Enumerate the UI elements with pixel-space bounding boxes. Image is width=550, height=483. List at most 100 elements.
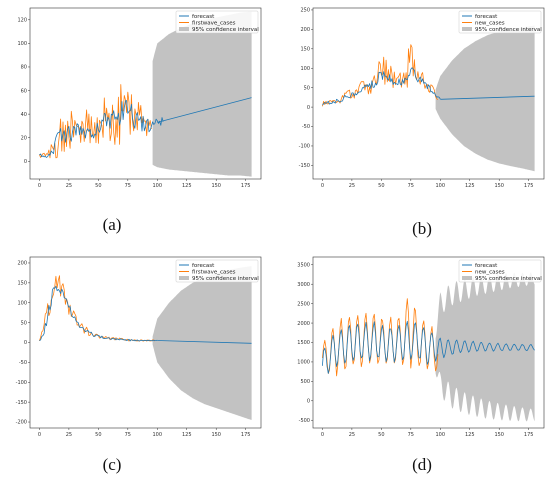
x-tick-label: 50 <box>95 432 101 438</box>
panel-caption: (b) <box>412 219 432 238</box>
legend-box <box>175 259 259 283</box>
plot-area <box>39 266 252 420</box>
x-tick-label: 175 <box>241 183 251 189</box>
x-tick-label: 50 <box>378 183 384 189</box>
y-tick-label: 80 <box>21 65 27 71</box>
series-line-new-cases <box>322 44 439 107</box>
panel-caption: (d) <box>412 455 432 474</box>
y-tick-label: -100 <box>299 144 310 150</box>
plot-area <box>39 11 252 177</box>
y-tick-label: 60 <box>21 88 27 94</box>
legend-box <box>458 10 542 34</box>
legend-swatch <box>462 276 472 280</box>
axes-frame <box>312 7 545 180</box>
x-tick-label: 50 <box>95 183 101 189</box>
y-tick-label: 150 <box>17 281 27 287</box>
y-tick-label: 120 <box>17 17 27 23</box>
x-tick-label: 75 <box>125 183 131 189</box>
y-tick-label: -100 <box>16 380 27 386</box>
x-tick-label: 150 <box>211 183 221 189</box>
legend-label: forecast <box>192 14 215 20</box>
plot-area <box>322 25 535 172</box>
y-tick-label: 0 <box>24 340 27 346</box>
x-tick-label: 125 <box>465 183 475 189</box>
legend-label: forecast <box>475 14 498 20</box>
series-line-forecast <box>322 67 441 106</box>
confidence-interval-band <box>435 25 535 172</box>
y-tick-label: 3500 <box>297 262 310 268</box>
x-tick-label: 0 <box>38 183 41 189</box>
plot-area <box>322 272 535 422</box>
y-tick-label: -50 <box>302 124 310 130</box>
y-tick-label: 50 <box>21 320 27 326</box>
x-tick-label: 0 <box>38 432 41 438</box>
confidence-interval-band <box>435 272 535 422</box>
axes-frame <box>29 7 262 180</box>
legend-box <box>458 259 542 283</box>
x-tick-label: 75 <box>125 432 131 438</box>
x-tick-label: 175 <box>524 183 534 189</box>
y-tick-label: 3000 <box>297 282 310 288</box>
y-tick-label: 2000 <box>297 321 310 327</box>
legend-label: new_cases <box>475 269 505 275</box>
confidence-interval-band <box>152 11 252 177</box>
x-tick-label: 75 <box>408 432 414 438</box>
y-tick-label: 40 <box>21 112 27 118</box>
series-line-forecast <box>39 285 158 342</box>
chart-panel-4: 0 25 50 75 100 125 150 175 -500 0 500 1000 1500 2000 2… <box>297 256 545 474</box>
y-tick-label: -500 <box>299 418 310 424</box>
legend-label: 95% confidence interval <box>475 276 542 282</box>
x-tick-label: 25 <box>349 183 355 189</box>
y-tick-label: 1500 <box>297 340 310 346</box>
x-tick-label: 175 <box>241 432 251 438</box>
x-tick-label: 75 <box>408 183 414 189</box>
x-tick-label: 25 <box>66 432 72 438</box>
x-tick-label: 150 <box>494 432 504 438</box>
y-tick-label: 200 <box>17 261 27 267</box>
y-tick-label: -150 <box>299 163 310 169</box>
panel-caption: (a) <box>103 215 122 234</box>
legend-swatch <box>462 27 472 31</box>
panel-caption: (c) <box>103 455 122 474</box>
x-tick-label: 0 <box>321 183 324 189</box>
x-tick-label: 100 <box>153 432 163 438</box>
legend-label: 95% confidence interval <box>192 276 259 282</box>
legend-box <box>175 10 259 34</box>
chart-panel-2: 0 25 50 75 100 125 150 175 -150 -100 -50 0 50 100 150 2… <box>299 7 545 238</box>
legend-label: forecast <box>475 263 498 269</box>
series-line-forecast <box>157 97 252 123</box>
legend-label: firstwave_cases <box>192 20 236 26</box>
y-tick-label: -200 <box>16 420 27 426</box>
series-line-firstwave-cases <box>39 275 156 342</box>
series-line-forecast <box>322 320 535 374</box>
legend-label: firstwave_cases <box>192 269 236 275</box>
y-tick-label: 1000 <box>297 360 310 366</box>
legend-label: forecast <box>192 263 215 269</box>
legend-label: new_cases <box>475 20 505 26</box>
y-tick-label: 100 <box>17 41 27 47</box>
x-tick-label: 50 <box>378 432 384 438</box>
x-tick-label: 25 <box>66 183 72 189</box>
series-line-firstwave-cases <box>39 84 152 159</box>
x-tick-label: 150 <box>211 432 221 438</box>
legend-label: 95% confidence interval <box>192 27 259 33</box>
y-tick-label: 150 <box>300 47 310 53</box>
x-tick-label: 100 <box>436 432 446 438</box>
x-tick-label: 100 <box>436 183 446 189</box>
x-tick-label: 125 <box>182 183 192 189</box>
x-tick-label: 175 <box>524 432 534 438</box>
x-tick-label: 150 <box>494 183 504 189</box>
legend-swatch <box>179 27 189 31</box>
series-line-forecast <box>39 100 164 158</box>
confidence-interval-band <box>152 266 252 420</box>
y-tick-label: 0 <box>24 159 27 165</box>
y-tick-label: 100 <box>300 66 310 72</box>
chart-panel-1: 0 25 50 75 100 125 150 175 0 20 40 60 80 100 120 foreca… <box>17 7 262 234</box>
series-line-forecast <box>440 95 535 100</box>
y-tick-label: 500 <box>300 379 310 385</box>
legend-label: 95% confidence interval <box>475 27 542 33</box>
